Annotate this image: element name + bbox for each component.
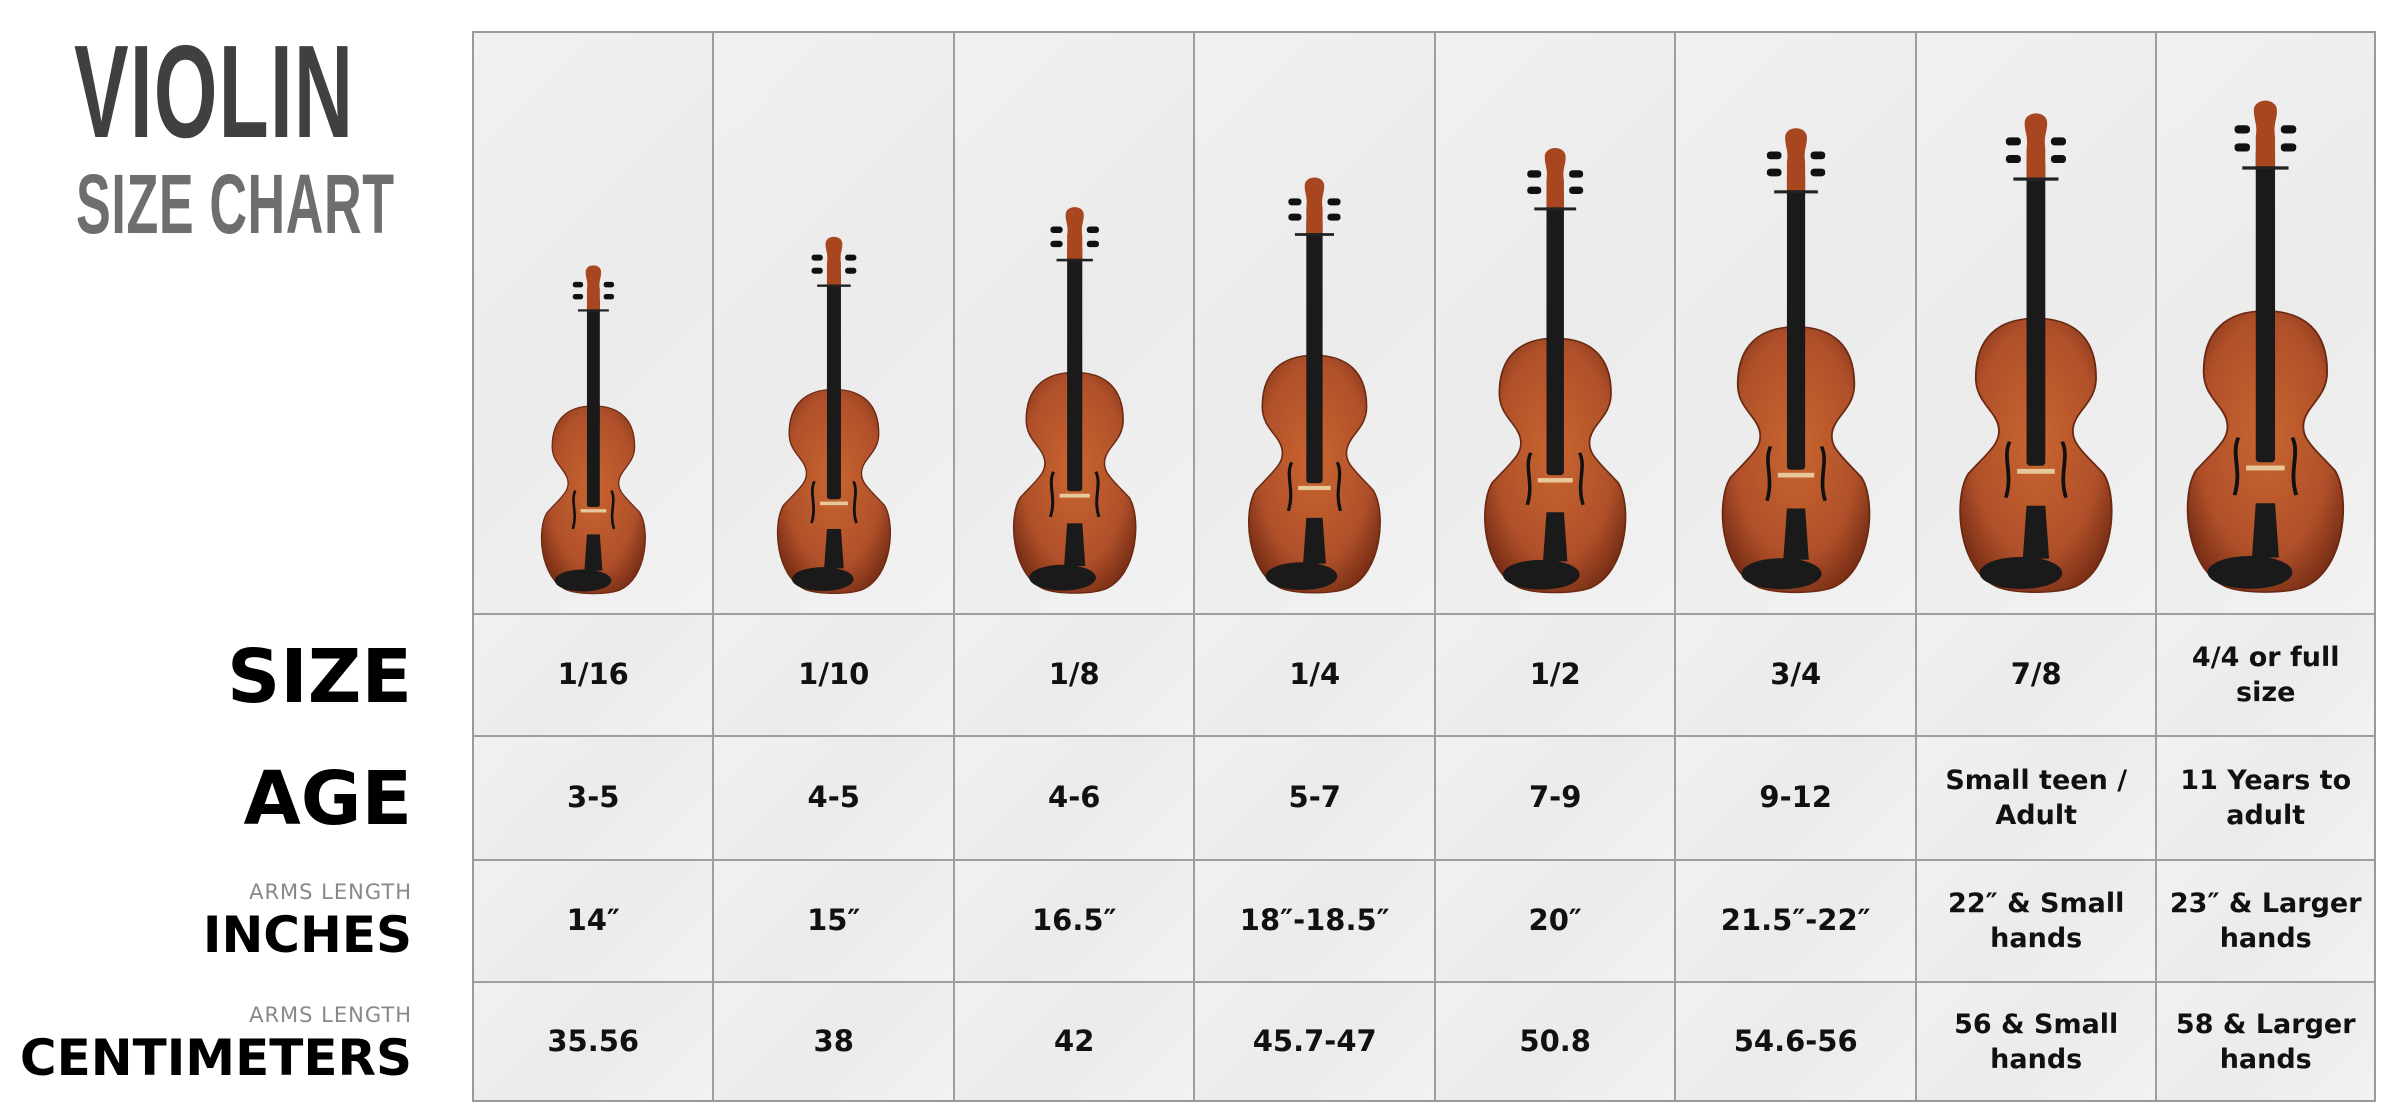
inches-cell: 14″ [474,860,715,984]
violin-image-cell [1435,33,1677,615]
inches-cell: 16.5″ [954,860,1196,984]
violin-icon [540,263,647,595]
age-cell: 9-12 [1676,737,1917,861]
violin-image-cell [2157,33,2374,615]
inches-cell: 21.5″-22″ [1676,860,1917,984]
size-cell: 1/16 [474,614,715,738]
cm-cell: 35.56 [474,983,715,1100]
cm-cell: 50.8 [1435,983,1677,1100]
violin-image-cell [1195,33,1436,615]
cm-cell-text: 38 [813,1023,854,1058]
size-cell: 1/4 [1195,614,1436,738]
cm-cell: 42 [954,983,1196,1100]
arms-length-note: ARMS LENGTH [249,880,412,904]
chart-title: VIOLIN [74,18,355,165]
violin-icon [1483,146,1628,595]
size-cell: 1/8 [954,614,1196,738]
inches-cell: 20″ [1435,860,1677,984]
size-cell-text: 3/4 [1770,657,1822,692]
size-cell-text: 1/10 [798,657,870,692]
violin-image-cell [714,33,955,615]
row-label-inches: ARMS LENGTH INCHES [202,880,412,964]
cm-cell-text: 45.7-47 [1252,1023,1377,1058]
inches-cell-text: 20″ [1528,903,1582,938]
violin-image-cell [1676,33,1917,615]
age-cell: 11 Years to adult [2157,737,2374,861]
violin-image-cell [474,33,715,615]
age-cell: Small teen / Adult [1916,737,2158,861]
cm-cell-text: 50.8 [1519,1023,1591,1058]
cm-cell-text: 58 & Larger hands [2175,1008,2356,1075]
age-cell: 3-5 [474,737,715,861]
inches-cell-text: 15″ [807,903,861,938]
inches-cell: 22″ & Small hands [1916,860,2158,984]
inches-cell: 18″-18.5″ [1195,860,1436,984]
size-cell-text: 4/4 or full size [2191,641,2340,709]
cm-cell: 38 [714,983,955,1100]
age-cell-text: 3-5 [567,780,620,815]
violin-icon [2186,98,2346,594]
age-cell: 5-7 [1195,737,1436,861]
size-table: 1/16 1/10 1/8 1/4 1/2 3/4 7/8 4/4 or full size 3… [472,31,2376,1102]
inches-cell-text: 23″ & Larger hands [2169,888,2362,955]
size-cell: 3/4 [1676,614,1917,738]
violin-icon [1011,205,1137,595]
size-cell-text: 7/8 [2010,657,2062,692]
age-cell-text: 9-12 [1759,780,1832,815]
row-label-age: AGE [243,756,412,842]
cm-cell: 54.6-56 [1676,983,1917,1100]
cm-cell-text: 35.56 [547,1023,640,1058]
size-cell: 7/8 [1916,614,2158,738]
size-cell-text: 1/16 [557,657,629,692]
chart-subtitle: SIZE CHART [76,157,395,251]
inches-cell-text: 14″ [566,903,620,938]
arms-length-note: ARMS LENGTH [249,1003,412,1027]
age-cell-text: 11 Years to adult [2180,765,2352,832]
row-label-centimeters: ARMS LENGTH CENTIMETERS [19,1003,412,1087]
violin-image-cell [1916,33,2158,615]
cm-cell: 58 & Larger hands [2157,983,2374,1100]
row-label-size: SIZE [226,634,412,720]
age-cell-text: 4-5 [807,780,860,815]
size-cell: 1/2 [1435,614,1677,738]
inches-cell-text: 21.5″-22″ [1720,903,1871,938]
inches-cell: 15″ [714,860,955,984]
age-cell-text: Small teen / Adult [1945,765,2128,832]
size-cell: 1/10 [714,614,955,738]
age-cell-text: 7-9 [1529,780,1582,815]
age-cell: 4-6 [954,737,1196,861]
cm-cell-text: 54.6-56 [1733,1023,1858,1058]
age-cell-text: 4-6 [1048,780,1101,815]
cm-cell-text: 56 & Small hands [1954,1008,2119,1075]
size-cell-text: 1/8 [1048,657,1100,692]
size-cell-text: 1/4 [1289,657,1341,692]
age-cell-text: 5-7 [1288,780,1341,815]
inches-cell-text: 18″-18.5″ [1239,903,1390,938]
violin-icon [1247,175,1382,595]
age-cell: 4-5 [714,737,955,861]
violin-icon [1958,111,2114,594]
violin-icon [775,235,892,595]
inches-cell-text: 22″ & Small hands [1948,888,2125,955]
violin-image-cell [954,33,1196,615]
size-cell: 4/4 or full size [2157,614,2374,738]
size-cell-text: 1/2 [1529,657,1581,692]
age-cell: 7-9 [1435,737,1677,861]
inches-cell-text: 16.5″ [1031,903,1117,938]
violin-icon [1720,126,1871,594]
cm-cell-text: 42 [1054,1023,1095,1058]
cm-cell: 45.7-47 [1195,983,1436,1100]
inches-cell: 23″ & Larger hands [2157,860,2374,984]
cm-cell: 56 & Small hands [1916,983,2158,1100]
